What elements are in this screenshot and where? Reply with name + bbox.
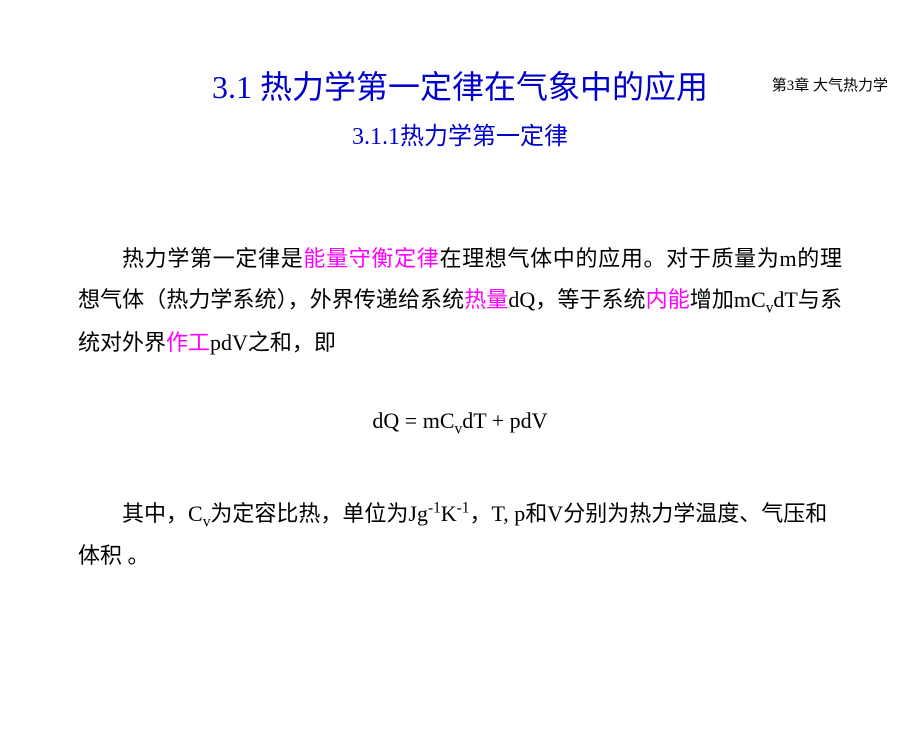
equation-lhs: dQ = mC [372, 408, 454, 433]
superscript: -1 [428, 499, 441, 516]
equation: dQ = mCvdT + pdV [78, 408, 842, 438]
text: 为定容比热，单位为Jg [210, 501, 428, 526]
text: K [441, 501, 457, 526]
paragraph-1: 热力学第一定律是能量守衡定律在理想气体中的应用。对于质量为m的理想气体（热力学系… [78, 239, 842, 363]
text: pdV之和，即 [210, 330, 336, 355]
chapter-header: 第3章 大气热力学 [772, 74, 888, 95]
slide-page: { "header": { "chapter": "第3章 大气热力学" }, … [0, 62, 920, 752]
subsection-title: 3.1.1热力学第一定律 [0, 116, 920, 151]
note-paragraph: 其中，Cv为定容比热，单位为Jg-1K-1，T, p和V分别为热力学温度、气压和… [78, 494, 842, 576]
body-content: 热力学第一定律是能量守衡定律在理想气体中的应用。对于质量为m的理想气体（热力学系… [0, 239, 920, 575]
highlight-term: 能量守衡定律 [303, 246, 439, 271]
text: dQ，等于系统 [508, 287, 645, 312]
superscript: -1 [457, 499, 470, 516]
equation-rhs: dT + pdV [462, 408, 547, 433]
text: 增加mC [690, 287, 766, 312]
highlight-term: 作工 [166, 330, 210, 355]
text: 其中，C [122, 501, 203, 526]
text: 热力学第一定律是 [122, 246, 303, 271]
highlight-term: 内能 [646, 287, 690, 312]
highlight-term: 热量 [464, 287, 508, 312]
